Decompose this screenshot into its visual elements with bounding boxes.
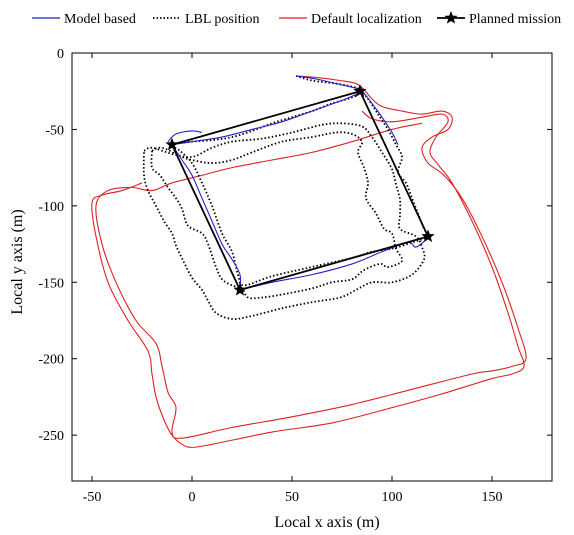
series-line-planned-mission	[170, 90, 430, 292]
waypoint-star-2	[421, 229, 435, 243]
y-tick-label--100: -100	[38, 200, 64, 215]
series-line-model-based-4	[239, 237, 429, 291]
plot-frame	[71, 52, 553, 482]
series-line-model-based-3	[171, 144, 242, 290]
x-tick-label-50: 50	[285, 490, 299, 505]
x-tick-label--50: -50	[83, 490, 102, 505]
legend-label-default-localization: Default localization	[311, 12, 422, 27]
series-layer	[91, 75, 527, 448]
x-tick-label-100: 100	[382, 490, 403, 505]
x-tick-label-150: 150	[482, 490, 503, 505]
y-tick-label--200: -200	[38, 353, 64, 368]
series-line-model-based-5	[167, 130, 203, 143]
series-line-default-localization-1	[95, 75, 527, 439]
y-tick-label--250: -250	[38, 429, 64, 444]
legend-label-planned-mission: Planned mission	[469, 12, 561, 27]
waypoint-star-4	[165, 137, 179, 151]
y-axis-label: Local y axis (m)	[9, 209, 26, 314]
waypoint-star-1	[353, 84, 367, 97]
legend-label-lbl-position: LBL position	[185, 12, 260, 27]
series-line-model-based-2	[171, 92, 361, 146]
y-tick-label--150: -150	[38, 276, 64, 291]
series-line-lbl-position-2	[150, 131, 404, 300]
x-axis-label: Local x axis (m)	[274, 514, 379, 531]
x-tick-label-0: 0	[189, 490, 196, 505]
y-tick-label--50: -50	[45, 123, 64, 138]
legend-star-marker	[444, 11, 458, 24]
x-axis: -50 0 50 100 150	[83, 53, 503, 505]
series-line-default-localization-2	[91, 110, 525, 448]
y-axis: 0 -50 -100 -150 -200 -250	[38, 47, 552, 444]
legend-label-model-based: Model based	[64, 12, 136, 27]
series-line-model-based-1	[295, 75, 399, 145]
waypoint-star-3	[233, 282, 247, 296]
legend: Model based LBL position Default localiz…	[32, 11, 561, 27]
y-tick-label-0: 0	[57, 47, 64, 62]
